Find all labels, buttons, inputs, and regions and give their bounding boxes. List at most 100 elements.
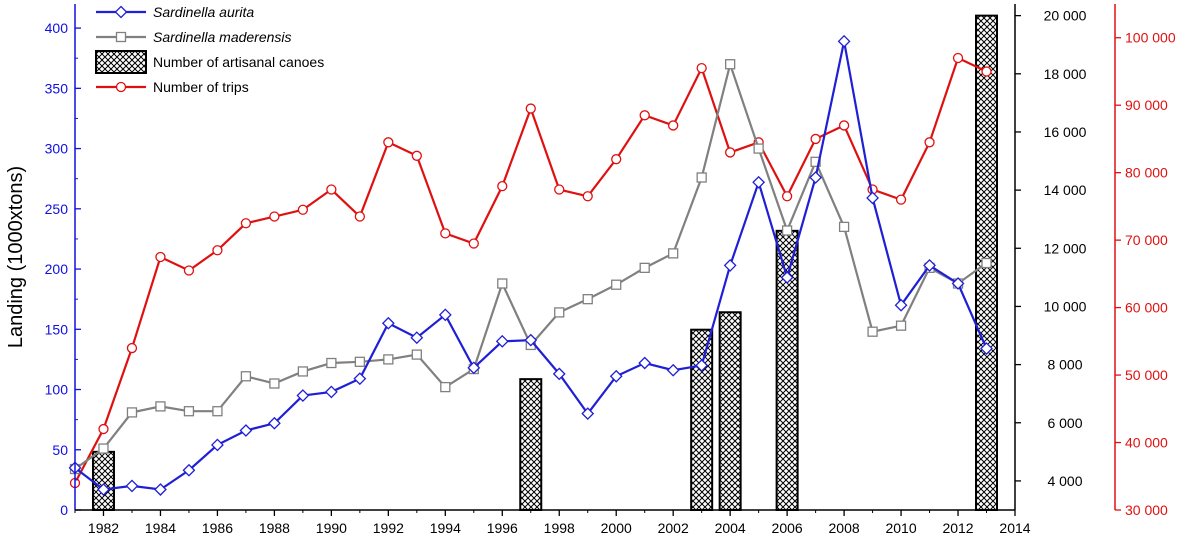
point-maderensis-1988: [269, 378, 280, 389]
x-tick-label: 1992: [373, 520, 404, 536]
mid-tick-label: 10 000: [1044, 298, 1087, 314]
point-aurita-1982: [97, 483, 110, 496]
point-aurita-2010: [894, 298, 908, 312]
point-aurita-2001: [638, 356, 652, 370]
mid-tick-label: 18 000: [1044, 66, 1087, 82]
point-trips-2007: [810, 133, 821, 145]
point-trips-1982: [98, 423, 109, 435]
x-tick-label: 2002: [658, 520, 689, 536]
point-maderensis-1999: [582, 294, 593, 305]
mid-tick-label: 12 000: [1044, 240, 1087, 256]
point-trips-1987: [240, 218, 252, 229]
point-maderensis-2001: [639, 262, 650, 273]
point-trips-1995: [468, 238, 479, 249]
right-tick-label: 40 000: [1125, 435, 1168, 451]
right-tick-label: 70 000: [1125, 232, 1168, 248]
point-maderensis-2009: [867, 326, 878, 337]
x-tick-label: 2008: [829, 520, 860, 536]
left-tick-label: 200: [45, 261, 69, 277]
point-trips-1986: [212, 245, 223, 256]
point-maderensis-1987: [240, 371, 252, 382]
point-maderensis-1994: [440, 381, 451, 393]
x-tick-label: 2010: [885, 520, 916, 536]
point-trips-2012: [952, 52, 964, 64]
point-aurita-1993: [410, 331, 424, 345]
point-trips-1994: [440, 228, 451, 239]
canoe-bar-1982: [91, 450, 115, 511]
legend-marker-trips: [115, 81, 127, 93]
mid-tick-label: 6 000: [1047, 415, 1082, 431]
point-trips-1996: [497, 181, 508, 192]
point-maderensis-2002: [668, 248, 679, 259]
legend-marker-aurita: [114, 5, 128, 19]
point-maderensis-1992: [383, 354, 394, 365]
point-aurita-2008: [837, 34, 851, 48]
left-tick-label: 400: [45, 20, 69, 36]
point-trips-1991: [354, 211, 365, 222]
point-maderensis-2004: [725, 59, 736, 70]
point-aurita-1990: [324, 385, 338, 399]
point-trips-1997: [525, 103, 536, 114]
legend-label-trips: Number of trips: [153, 79, 249, 95]
point-trips-1992: [383, 137, 394, 148]
point-trips-2004: [725, 147, 736, 158]
point-aurita-2011: [923, 259, 936, 272]
canoe-bar-2004: [718, 311, 742, 511]
point-trips-1999: [582, 191, 593, 202]
point-trips-1985: [183, 265, 195, 276]
right-tick-label: 60 000: [1125, 300, 1168, 316]
point-trips-1998: [554, 184, 565, 195]
x-tick-label: 1998: [544, 520, 575, 536]
point-maderensis-1982: [98, 443, 109, 454]
point-aurita-2000: [609, 369, 623, 383]
point-trips-1983: [126, 342, 138, 354]
point-trips-2001: [639, 110, 650, 121]
point-maderensis-2013: [981, 257, 992, 269]
x-tick-label: 2014: [999, 520, 1030, 536]
point-aurita-1988: [267, 416, 281, 430]
point-aurita-1987: [239, 424, 253, 437]
mid-tick-label: 4 000: [1047, 473, 1082, 489]
point-aurita-1999: [581, 407, 595, 421]
point-aurita-1985: [182, 463, 196, 477]
right-tick-label: 30 000: [1125, 502, 1168, 518]
point-aurita-1983: [125, 479, 139, 493]
point-aurita-1995: [467, 361, 481, 375]
point-trips-1984: [155, 251, 166, 263]
x-tick-label: 2006: [772, 520, 803, 536]
left-axis-title: Landing (1000xtons): [5, 166, 27, 348]
left-tick-label: 150: [45, 321, 69, 337]
canoe-bar-1997: [519, 378, 543, 512]
point-trips-1988: [269, 211, 280, 222]
point-trips-1993: [411, 150, 422, 161]
x-tick-label: 2004: [715, 520, 746, 536]
point-maderensis-2003: [696, 172, 707, 183]
x-tick-label: 1988: [259, 520, 290, 536]
point-trips-2013: [981, 66, 992, 77]
x-tick-label: 2000: [601, 520, 632, 536]
point-maderensis-2005: [753, 143, 764, 154]
point-maderensis-2006: [781, 225, 793, 236]
right-tick-label: 50 000: [1125, 367, 1168, 383]
point-trips-2002: [668, 120, 679, 131]
point-trips-2000: [611, 154, 622, 165]
point-maderensis-1990: [326, 357, 337, 369]
point-maderensis-1989: [297, 366, 309, 377]
canoe-bar-2003: [690, 328, 714, 511]
point-trips-2010: [895, 194, 907, 205]
point-aurita-2004: [723, 259, 737, 272]
point-maderensis-2008: [838, 221, 850, 233]
right-tick-label: 80 000: [1125, 165, 1168, 181]
left-tick-label: 300: [45, 141, 69, 157]
point-trips-2003: [696, 62, 707, 74]
point-maderensis-2007: [810, 156, 821, 167]
mid-tick-label: 14 000: [1044, 182, 1087, 198]
point-maderensis-1984: [155, 401, 166, 412]
point-maderensis-1985: [183, 406, 195, 417]
point-maderensis-1996: [497, 278, 508, 289]
right-tick-label: 100 000: [1125, 30, 1176, 46]
left-tick-label: 0: [60, 502, 68, 518]
point-trips-2008: [838, 120, 850, 131]
x-tick-label: 1994: [430, 520, 461, 536]
